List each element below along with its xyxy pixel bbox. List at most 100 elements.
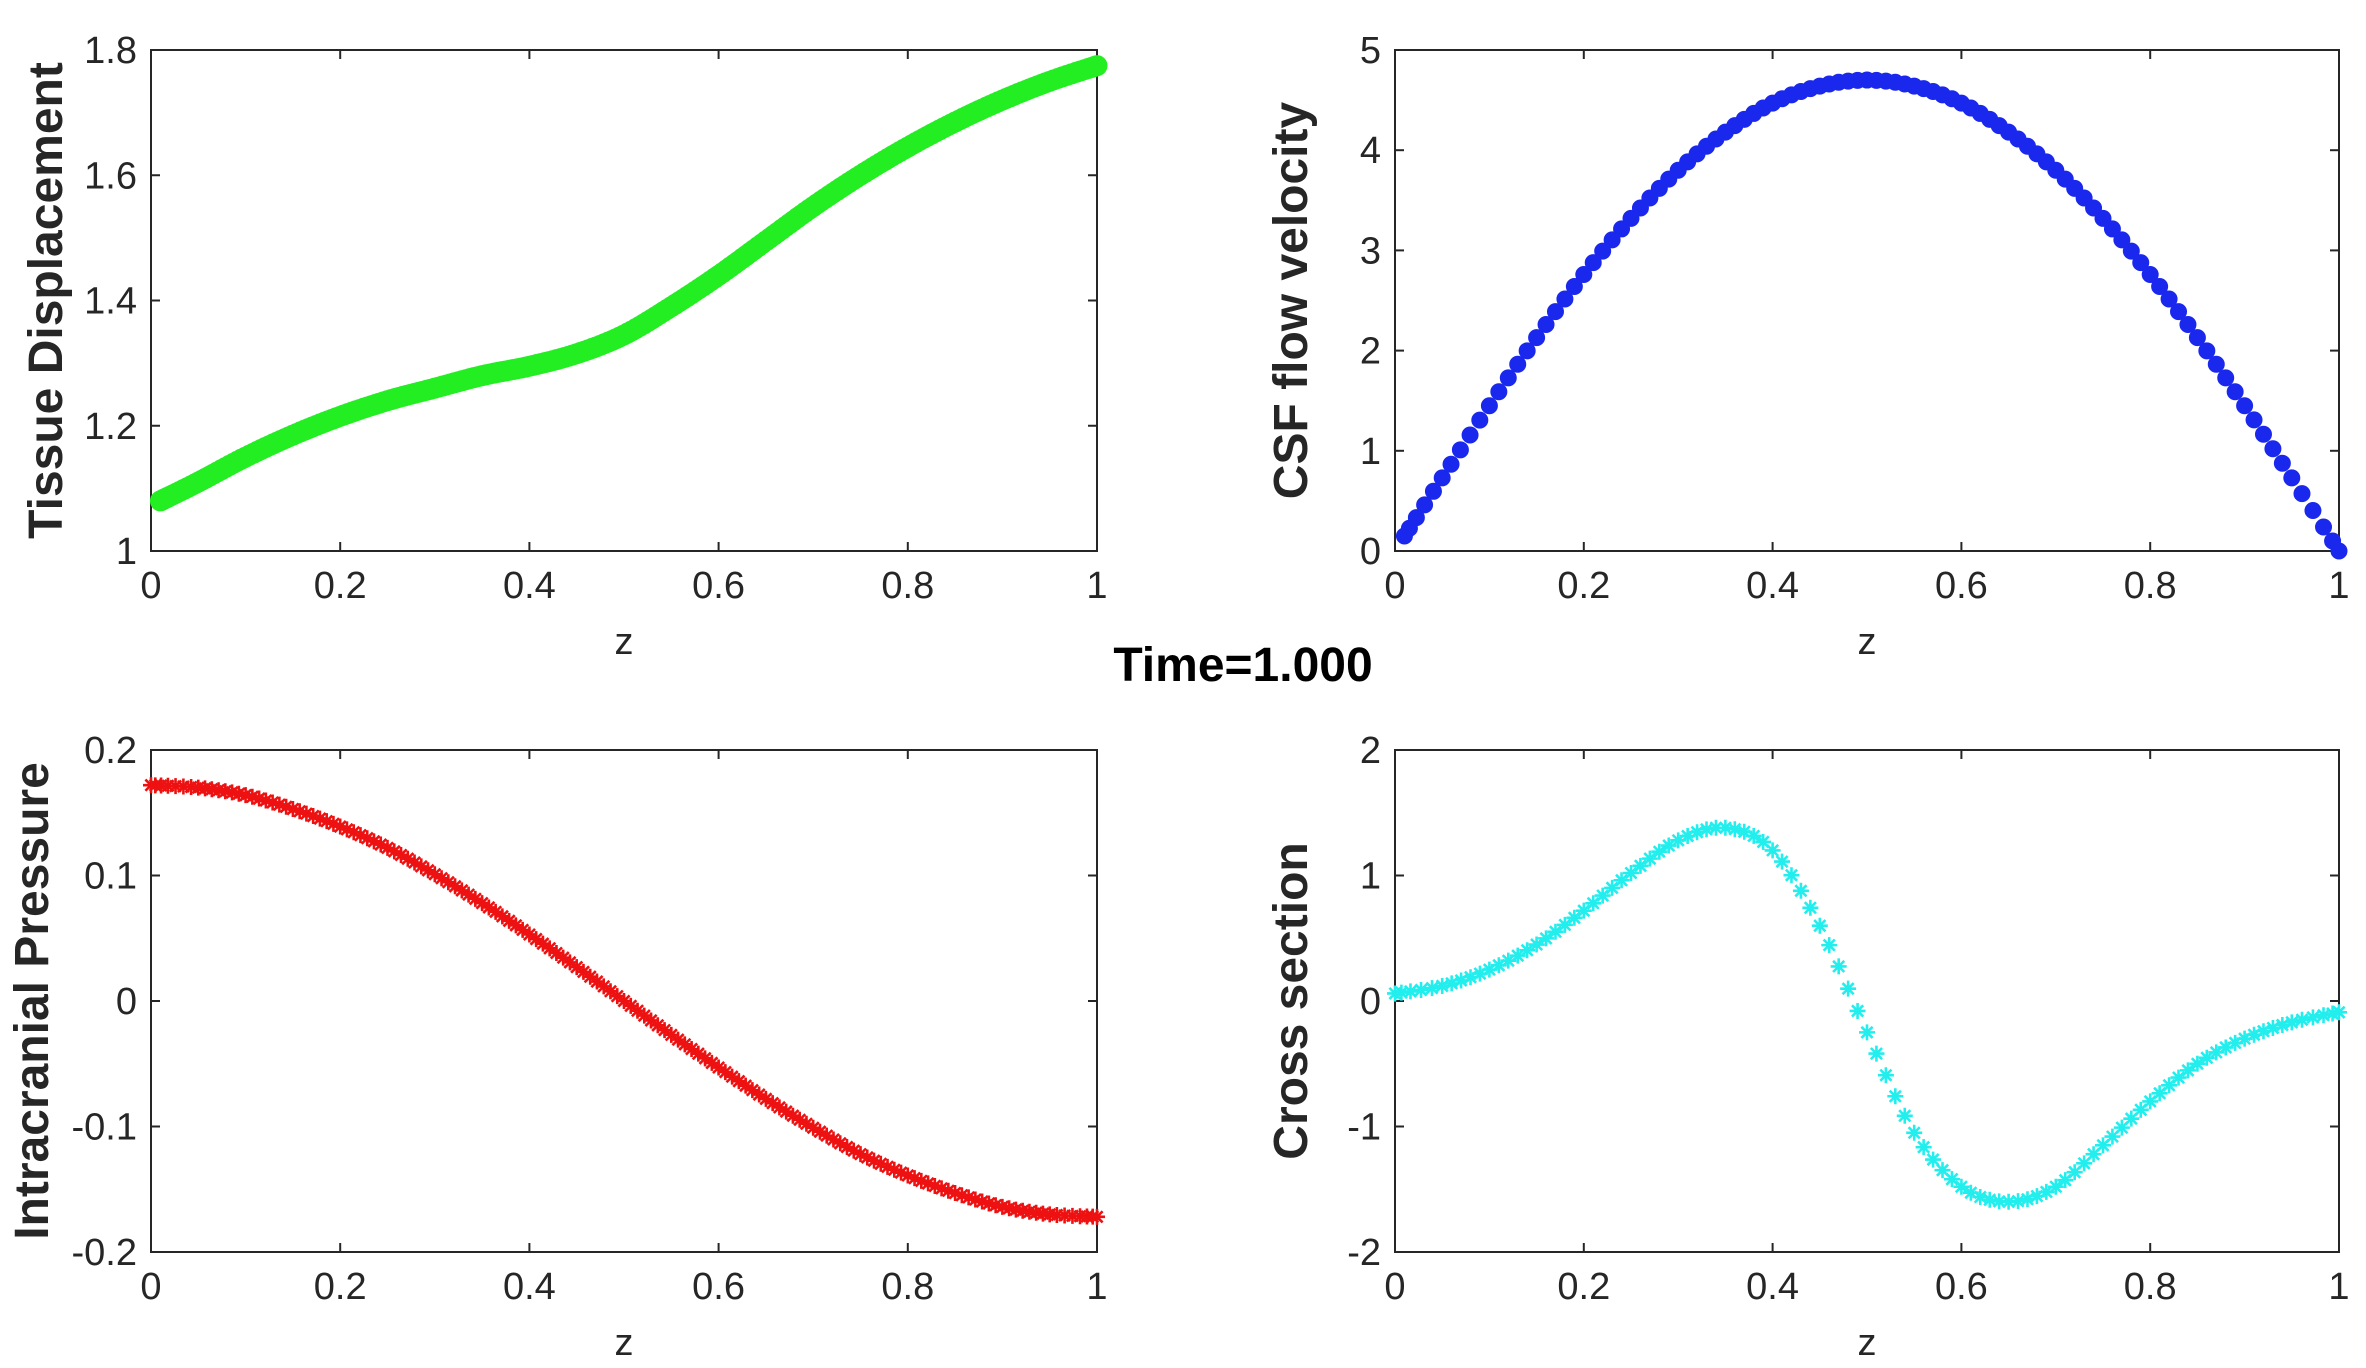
data-point	[1518, 342, 1536, 360]
y-axis-label: Cross section	[1265, 842, 1318, 1159]
data-point	[1925, 1151, 1942, 1168]
data-point	[1651, 843, 1668, 860]
data-point	[1641, 850, 1658, 867]
x-tick-label: 1	[2328, 565, 2349, 607]
data-point	[2085, 1146, 2102, 1163]
data-point	[426, 866, 443, 883]
data-point	[1575, 265, 1593, 283]
data-point	[2188, 329, 2206, 347]
data-point	[1859, 1024, 1875, 1041]
data-point	[1755, 833, 1772, 850]
data-point	[332, 818, 349, 835]
data-point	[913, 1172, 930, 1189]
data-point	[2246, 1026, 2263, 1043]
data-point	[291, 803, 308, 820]
data-point	[2094, 209, 2112, 227]
data-point	[393, 846, 410, 863]
data-point	[1499, 369, 1517, 387]
data-point	[345, 824, 362, 841]
x-tick-label: 0.4	[503, 565, 556, 607]
data-point	[2273, 454, 2291, 472]
data-point	[1887, 1088, 1904, 1105]
data-point	[676, 1036, 693, 1053]
data-point	[534, 935, 551, 952]
data-point	[2066, 1164, 2083, 1181]
x-tick-label: 0	[140, 1266, 161, 1308]
plot-area-csf	[1394, 49, 2340, 552]
data-point	[2189, 1055, 2206, 1072]
data-point	[1585, 895, 1602, 912]
data-point	[582, 968, 599, 985]
data-point	[379, 839, 396, 856]
data-point	[2113, 1119, 2130, 1136]
data-point	[636, 1007, 653, 1024]
data-point	[1670, 832, 1687, 849]
data-point	[2236, 397, 2254, 415]
data-point	[1509, 355, 1527, 373]
y-tick-label: 1.2	[84, 406, 137, 448]
data-point	[838, 1139, 855, 1156]
data-point	[643, 1012, 660, 1029]
data-point	[663, 1026, 680, 1043]
data-point	[1934, 1162, 1951, 1179]
data-point	[1453, 972, 1470, 989]
data-point	[588, 973, 605, 990]
data-point	[305, 808, 322, 825]
data-point	[2330, 542, 2348, 560]
data-point	[1402, 983, 1419, 1000]
data-point	[690, 1045, 707, 1062]
data-point	[1461, 426, 1479, 444]
data-point	[548, 944, 565, 961]
data-point	[2170, 303, 2188, 321]
x-tick-label: 0.4	[503, 1266, 556, 1308]
x-tick-label: 0	[140, 565, 161, 607]
data-point	[1480, 397, 1498, 415]
data-point	[2047, 1178, 2064, 1195]
data-point	[244, 788, 261, 805]
data-point	[1424, 980, 1440, 997]
data-point	[2198, 1049, 2215, 1066]
data-point	[1698, 821, 1715, 838]
data-point	[359, 830, 376, 847]
data-point	[514, 921, 531, 938]
data-point	[818, 1127, 835, 1144]
x-tick-label: 0	[1384, 565, 1405, 607]
data-point	[1509, 947, 1526, 964]
subplot-tissue: 0 0.2 0.4 0.6 0.8 1 1 1.2 1.4 1.6 1.8 z Tissue Displ…	[20, 30, 1108, 663]
data-point	[224, 784, 241, 801]
data-point	[609, 988, 626, 1005]
data-point	[1001, 1200, 1018, 1217]
data-point	[1821, 937, 1838, 954]
data-point	[318, 813, 335, 830]
data-point	[2151, 278, 2169, 296]
data-point	[251, 790, 268, 807]
data-point	[595, 978, 612, 995]
data-point	[2057, 1172, 2074, 1189]
data-point	[987, 1197, 1004, 1214]
data-point	[2217, 1039, 2234, 1056]
x-tick-label: 1	[1086, 1266, 1107, 1308]
data-point	[1434, 977, 1451, 994]
y-axis-label: Tissue Displacement	[20, 62, 73, 539]
data-point	[953, 1187, 970, 1204]
y-axis-label: Intracranial Pressure	[6, 762, 59, 1240]
y-tick-label: 3	[1360, 230, 1381, 272]
data-point	[1792, 882, 1809, 899]
y-tick-label: 0.1	[84, 856, 137, 898]
data-point	[1407, 509, 1425, 527]
data-point	[1745, 827, 1762, 844]
data-point	[298, 805, 315, 822]
y-tick-label: 1	[1360, 431, 1381, 473]
data-point	[2179, 316, 2197, 334]
data-point	[893, 1164, 910, 1181]
series-csf	[1395, 71, 2348, 560]
data-point	[926, 1177, 943, 1194]
data-point	[1868, 1045, 1885, 1062]
data-point	[798, 1115, 815, 1132]
data-point	[1594, 887, 1611, 904]
data-point	[460, 886, 477, 903]
data-point	[521, 926, 538, 943]
data-point	[2038, 1183, 2055, 1200]
data-point	[1556, 290, 1574, 308]
